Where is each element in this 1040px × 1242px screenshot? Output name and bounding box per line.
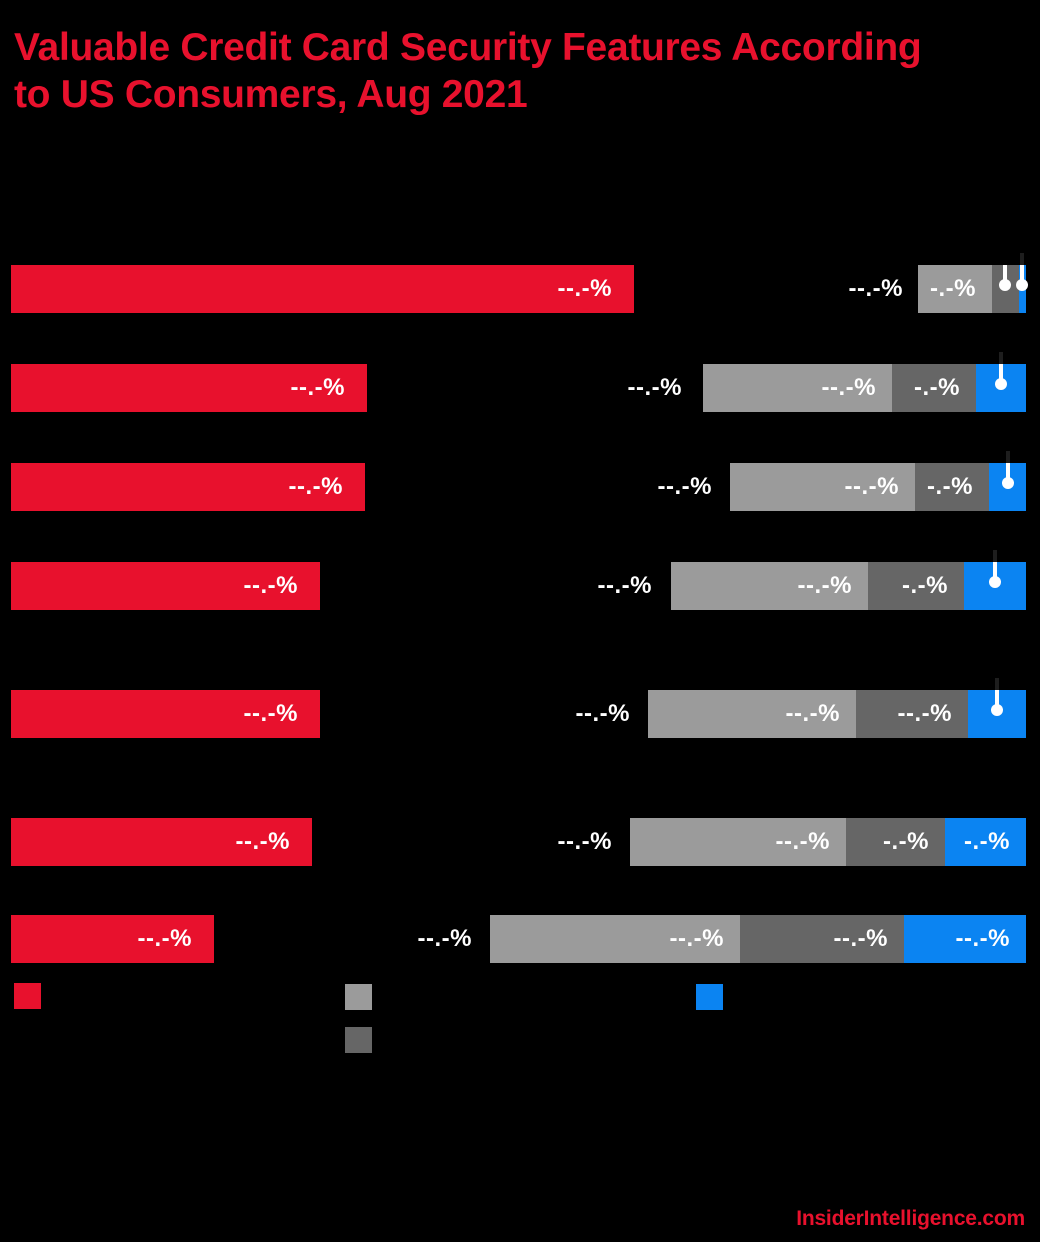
value-label-outside-row5: --.-% <box>575 700 630 727</box>
bar-segment-red-row4[interactable] <box>11 562 320 610</box>
value-label-dark-row6: -.-% <box>883 828 929 855</box>
bar-segment-gray-row6[interactable] <box>630 818 846 866</box>
value-label-blue-row6: -.-% <box>964 828 1010 855</box>
value-label-outside-row6: --.-% <box>557 828 612 855</box>
bar-segment-gray-row1[interactable] <box>918 265 992 313</box>
brand-link[interactable]: InsiderIntelligence.com <box>796 1207 1025 1230</box>
bar-segment-gray-row7[interactable] <box>490 915 740 963</box>
value-label-outside-row7: --.-% <box>417 925 472 952</box>
legend-swatch-series-red[interactable] <box>14 983 41 1009</box>
pin-stem-row1-1 <box>1003 265 1007 285</box>
bar-segment-dark-gray-row4[interactable] <box>868 562 964 610</box>
bar-segment-dark-gray-row2[interactable] <box>892 364 976 412</box>
value-label-outside-row2: --.-% <box>627 374 682 401</box>
pin-stem-row4-1 <box>993 562 997 582</box>
value-label-red-row1: --.-% <box>557 275 612 302</box>
chart-title: Valuable Credit Card Security Features A… <box>14 24 1024 118</box>
legend-swatch-series-gray[interactable] <box>345 984 372 1010</box>
value-label-gray-row3: --.-% <box>844 473 899 500</box>
value-label-gray-row7: --.-% <box>669 925 724 952</box>
value-label-gray-row4: --.-% <box>797 572 852 599</box>
value-label-red-row2: --.-% <box>290 374 345 401</box>
bar-segment-gray-row5[interactable] <box>648 690 856 738</box>
pin-leader-above-row3-1 <box>1006 451 1010 463</box>
value-label-red-row7: --.-% <box>137 925 192 952</box>
value-label-outside-row3: --.-% <box>657 473 712 500</box>
value-label-dark-row7: --.-% <box>833 925 888 952</box>
value-label-gray-row1: -.-% <box>930 275 976 302</box>
bar-segment-gray-row3[interactable] <box>730 463 915 511</box>
chart-title-line1: Valuable Credit Card Security Features A… <box>14 26 922 69</box>
bar-segment-dark-gray-row5[interactable] <box>856 690 968 738</box>
value-label-red-row4: --.-% <box>243 572 298 599</box>
pin-marker-icon-row2-1 <box>995 378 1007 390</box>
value-label-red-row5: --.-% <box>243 700 298 727</box>
pin-leader-above-row1-2 <box>1020 253 1024 265</box>
value-label-gray-row2: --.-% <box>821 374 876 401</box>
bar-segment-gray-row4[interactable] <box>671 562 868 610</box>
pin-stem-row3-1 <box>1006 463 1010 483</box>
bar-segment-red-row1[interactable] <box>11 265 634 313</box>
bar-segment-red-row7[interactable] <box>11 915 214 963</box>
value-label-outside-row1: --.-% <box>848 275 903 302</box>
bar-segment-red-row5[interactable] <box>11 690 320 738</box>
pin-marker-icon-row1-2 <box>1016 279 1028 291</box>
value-label-gray-row6: --.-% <box>775 828 830 855</box>
pin-leader-above-row2-1 <box>999 352 1003 364</box>
value-label-dark-row5: --.-% <box>897 700 952 727</box>
value-label-red-row6: --.-% <box>235 828 290 855</box>
pin-stem-row5-1 <box>995 690 999 710</box>
chart-title-line2: to US Consumers, Aug 2021 <box>14 73 528 116</box>
bar-segment-gray-row2[interactable] <box>703 364 892 412</box>
value-label-blue-row7: --.-% <box>955 925 1010 952</box>
pin-stem-row2-1 <box>999 364 1003 384</box>
value-label-dark-row3: -.-% <box>927 473 973 500</box>
bar-segment-blue-row7[interactable] <box>904 915 1026 963</box>
value-label-outside-row4: --.-% <box>597 572 652 599</box>
legend-swatch-series-blue[interactable] <box>696 984 723 1010</box>
bar-segment-red-row3[interactable] <box>11 463 365 511</box>
value-label-red-row3: --.-% <box>288 473 343 500</box>
pin-marker-icon-row4-1 <box>989 576 1001 588</box>
pin-leader-above-row5-1 <box>995 678 999 690</box>
bar-segment-red-row2[interactable] <box>11 364 367 412</box>
value-label-dark-row4: -.-% <box>902 572 948 599</box>
bar-segment-dark-gray-row6[interactable] <box>846 818 945 866</box>
legend-swatch-series-dark-gray[interactable] <box>345 1027 372 1053</box>
pin-marker-icon-row3-1 <box>1002 477 1014 489</box>
value-label-dark-row2: -.-% <box>914 374 960 401</box>
value-label-gray-row5: --.-% <box>785 700 840 727</box>
bar-segment-red-row6[interactable] <box>11 818 312 866</box>
pin-leader-above-row4-1 <box>993 550 997 562</box>
pin-marker-icon-row5-1 <box>991 704 1003 716</box>
bar-segment-blue-row6[interactable] <box>945 818 1026 866</box>
bar-segment-dark-gray-row7[interactable] <box>740 915 904 963</box>
bar-segment-dark-gray-row3[interactable] <box>915 463 989 511</box>
pin-marker-icon-row1-1 <box>999 279 1011 291</box>
pin-stem-row1-2 <box>1020 265 1024 285</box>
